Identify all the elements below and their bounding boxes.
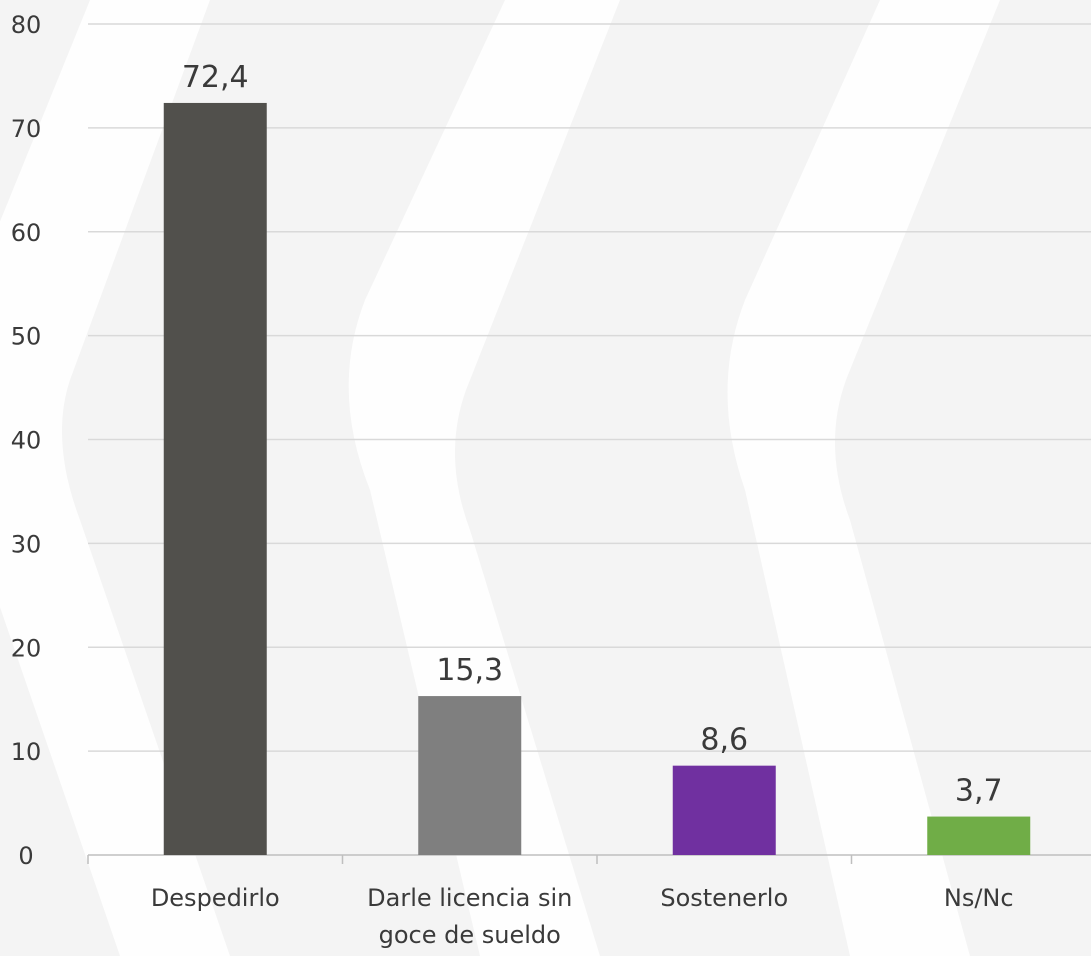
chevron-watermark-2 bbox=[727, 0, 1000, 956]
y-tick-label: 80 bbox=[11, 11, 42, 39]
data-label: 15,3 bbox=[436, 653, 503, 688]
data-label: 72,4 bbox=[182, 60, 249, 95]
bar bbox=[418, 696, 522, 855]
y-tick-label: 20 bbox=[11, 634, 42, 662]
data-label: 8,6 bbox=[700, 723, 748, 758]
category-label: Ns/Nc bbox=[944, 884, 1014, 912]
bar bbox=[163, 102, 267, 855]
data-label: 3,7 bbox=[955, 774, 1003, 809]
category-label: goce de sueldo bbox=[379, 921, 561, 949]
background-watermark bbox=[0, 0, 1000, 956]
chevron-watermark-0 bbox=[0, 0, 230, 956]
category-label: Darle licencia sin bbox=[367, 884, 572, 912]
bar bbox=[927, 816, 1031, 855]
y-tick-label: 70 bbox=[11, 115, 42, 143]
y-tick-label: 50 bbox=[11, 323, 42, 351]
y-tick-label: 30 bbox=[11, 530, 42, 558]
bar bbox=[672, 765, 776, 855]
y-tick-label: 0 bbox=[18, 842, 33, 870]
labels: 0 10 20 30 40 50 60 70 80 72,4 Despedirlo 15,3 Darle… bbox=[11, 11, 1014, 949]
category-label: Sostenerlo bbox=[660, 884, 788, 912]
category-label: Despedirlo bbox=[151, 884, 280, 912]
chevron-watermark-1 bbox=[348, 0, 620, 956]
y-tick-label: 40 bbox=[11, 427, 42, 455]
y-tick-label: 60 bbox=[11, 219, 42, 247]
bars bbox=[163, 102, 1031, 855]
y-tick-label: 10 bbox=[11, 738, 42, 766]
